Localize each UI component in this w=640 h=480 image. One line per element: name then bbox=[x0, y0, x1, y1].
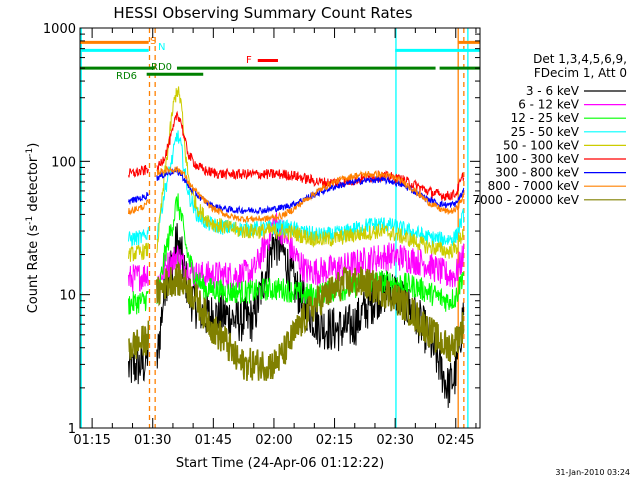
x-axis: 01:15 01:30 01:45 02:00 02:15 02:30 02:45 bbox=[73, 28, 477, 448]
plot-area: SN F RD0 RD6 bbox=[80, 28, 480, 428]
legend-entry-label: 25 - 50 keV bbox=[511, 125, 580, 139]
flag-label: S bbox=[150, 36, 156, 47]
plot-frame bbox=[79, 27, 481, 429]
flag-label: F bbox=[246, 55, 252, 66]
legend-entry-label: 50 - 100 keV bbox=[503, 138, 580, 152]
series-line bbox=[128, 320, 150, 360]
series-line bbox=[128, 164, 149, 178]
x-tick-label: 01:45 bbox=[195, 433, 232, 448]
series-line bbox=[128, 242, 149, 262]
flag-label: RD6 bbox=[116, 71, 137, 82]
axis-frame bbox=[79, 27, 481, 429]
x-axis-label: Start Time (24-Apr-06 01:12:22) bbox=[176, 456, 384, 471]
y-tick-label: 1000 bbox=[43, 22, 76, 37]
series-line bbox=[128, 290, 149, 315]
y-axis-label: Count Rate (s-1 detector-1) bbox=[25, 143, 41, 314]
legend-entry-label: 3 - 6 keV bbox=[526, 84, 580, 98]
x-tick-label: 01:15 bbox=[73, 433, 110, 448]
y-tick-label: 1 bbox=[68, 422, 76, 437]
legend-header-line-1: Det 1,3,4,5,6,9, bbox=[533, 52, 627, 66]
series-line bbox=[156, 212, 465, 292]
series-line bbox=[128, 226, 149, 247]
x-tick-label: 01:30 bbox=[134, 433, 171, 448]
x-tick-label: 02:30 bbox=[376, 433, 413, 448]
x-tick-label: 02:15 bbox=[316, 433, 353, 448]
series-line bbox=[156, 86, 465, 259]
legend-entry-label: 800 - 7000 keV bbox=[488, 179, 580, 193]
y-tick-label: 10 bbox=[59, 289, 76, 304]
series-line bbox=[156, 110, 465, 201]
x-tick-label: 02:45 bbox=[437, 433, 474, 448]
legend-entry-label: 12 - 25 keV bbox=[511, 111, 580, 125]
chart-title: HESSI Observing Summary Count Rates bbox=[113, 4, 412, 22]
legend-entry-label: 6 - 12 keV bbox=[518, 98, 580, 112]
legend-entry-label: 100 - 300 keV bbox=[495, 152, 579, 166]
series-line bbox=[156, 260, 465, 381]
legend-entry-label: 7000 - 20000 keV bbox=[472, 193, 579, 207]
series-line bbox=[128, 198, 149, 216]
legend: Det 1,3,4,5,6,9, FDecim 1, Att 0 3 - 6 k… bbox=[472, 52, 627, 207]
series-line bbox=[128, 264, 149, 293]
series-line bbox=[128, 192, 149, 205]
legend-header-line-2: FDecim 1, Att 0 bbox=[534, 66, 627, 80]
series-line bbox=[156, 193, 465, 312]
series-line bbox=[156, 130, 465, 247]
y-tick-label: 100 bbox=[51, 155, 76, 170]
timestamp: 31-Jan-2010 03:24 bbox=[555, 468, 630, 477]
y-axis: 1 10 100 1000 bbox=[43, 22, 480, 437]
series-line bbox=[156, 166, 465, 224]
legend-entry-label: 300 - 800 keV bbox=[495, 166, 579, 180]
flag-label: N bbox=[158, 42, 165, 53]
x-tick-label: 02:00 bbox=[255, 433, 292, 448]
flag-label: RD0 bbox=[151, 62, 172, 73]
